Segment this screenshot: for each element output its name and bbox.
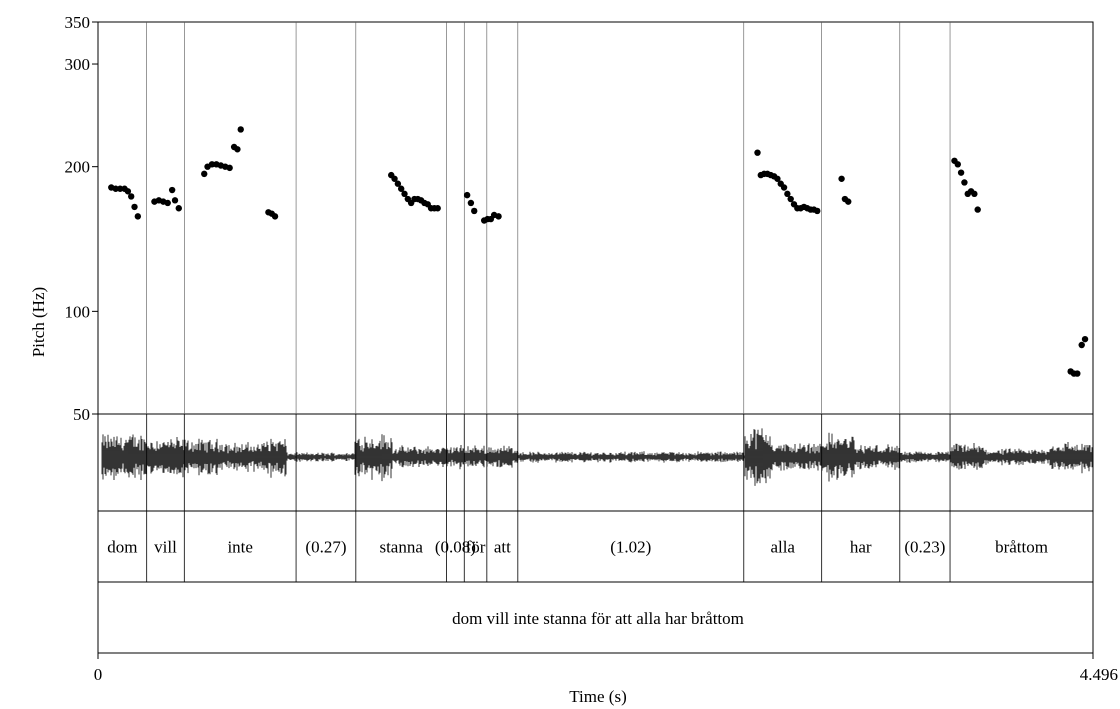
pitch-point (471, 207, 478, 215)
word-label: att (494, 538, 511, 557)
word-label: alla (770, 538, 795, 557)
waveform-trace (101, 428, 1093, 486)
pitch-point (391, 175, 398, 182)
pitch-point (234, 146, 241, 153)
pitch-point (463, 191, 471, 199)
word-label: (1.02) (610, 538, 651, 557)
y-tick-label: 350 (65, 13, 91, 32)
pitch-point (397, 185, 405, 192)
word-label: bråttom (995, 538, 1048, 557)
pitch-point (175, 205, 182, 212)
pitch-point (271, 213, 279, 220)
pitch-point (1074, 370, 1081, 377)
sentence-label: dom vill inte stanna för att alla har br… (452, 609, 744, 628)
pitch-point (954, 161, 961, 168)
x-axis-ticks: 0 4.496 (94, 653, 1118, 684)
word-label: vill (154, 538, 177, 557)
pitch-point (774, 175, 781, 182)
pitch-point (226, 164, 233, 172)
pitch-point (201, 170, 208, 178)
pitch-points (108, 126, 1089, 377)
pitch-panel-frame (97, 21, 1094, 415)
pitch-point (961, 179, 968, 186)
word-label: dom (107, 538, 137, 557)
pitch-point (495, 213, 502, 220)
waveform (101, 428, 1093, 486)
pitch-point (116, 185, 124, 192)
pitch-point (131, 203, 138, 211)
pitch-point (127, 193, 135, 200)
pitch-point (208, 161, 216, 168)
pitch-point (394, 180, 402, 187)
x-tick-label: 4.496 (1080, 665, 1118, 684)
x-tick-label: 0 (94, 665, 103, 684)
y-axis-ticks: 350 300 200 100 50 (65, 13, 98, 424)
pitch-point (780, 184, 788, 191)
word-label: stanna (379, 538, 423, 557)
pitch-point (1081, 335, 1089, 343)
pitch-point (838, 175, 845, 182)
word-label: (0.08) (435, 538, 476, 557)
pitch-point (974, 206, 981, 213)
word-tier-labels: dom vill inte (0.27) stanna (0.08)för att (1.02… (107, 538, 1048, 557)
pitch-point (401, 190, 408, 198)
word-label: inte (227, 538, 253, 557)
pitch-point (434, 205, 441, 212)
y-axis-label: Pitch (Hz) (29, 287, 48, 357)
x-axis-label: Time (s) (569, 687, 626, 706)
y-tick-label: 200 (65, 158, 91, 177)
y-tick-label: 100 (65, 302, 91, 321)
pitch-point (971, 190, 978, 198)
word-label: har (850, 538, 872, 557)
pitch-point (467, 199, 475, 207)
pitch-point (957, 169, 965, 176)
pitch-point (124, 188, 132, 195)
pitch-point (787, 195, 794, 203)
pitch-point (754, 149, 761, 156)
pitch-point (784, 190, 791, 198)
pitch-point (171, 197, 179, 204)
y-tick-label: 50 (73, 405, 90, 424)
y-tick-label: 300 (65, 55, 91, 74)
pitch-point (237, 126, 244, 133)
pitch-point (845, 198, 852, 205)
pitch-point (164, 199, 171, 207)
pitch-point (168, 186, 176, 194)
pitch-point (1078, 341, 1085, 349)
sentence-tier-frame (97, 581, 1094, 654)
pitch-point (112, 185, 119, 192)
word-label: för (466, 538, 486, 557)
word-label: (0.23) (904, 538, 945, 557)
word-label: (0.27) (305, 538, 346, 557)
pitch-point (134, 213, 142, 220)
pitch-point (814, 207, 821, 215)
interval-boundaries (146, 22, 951, 582)
